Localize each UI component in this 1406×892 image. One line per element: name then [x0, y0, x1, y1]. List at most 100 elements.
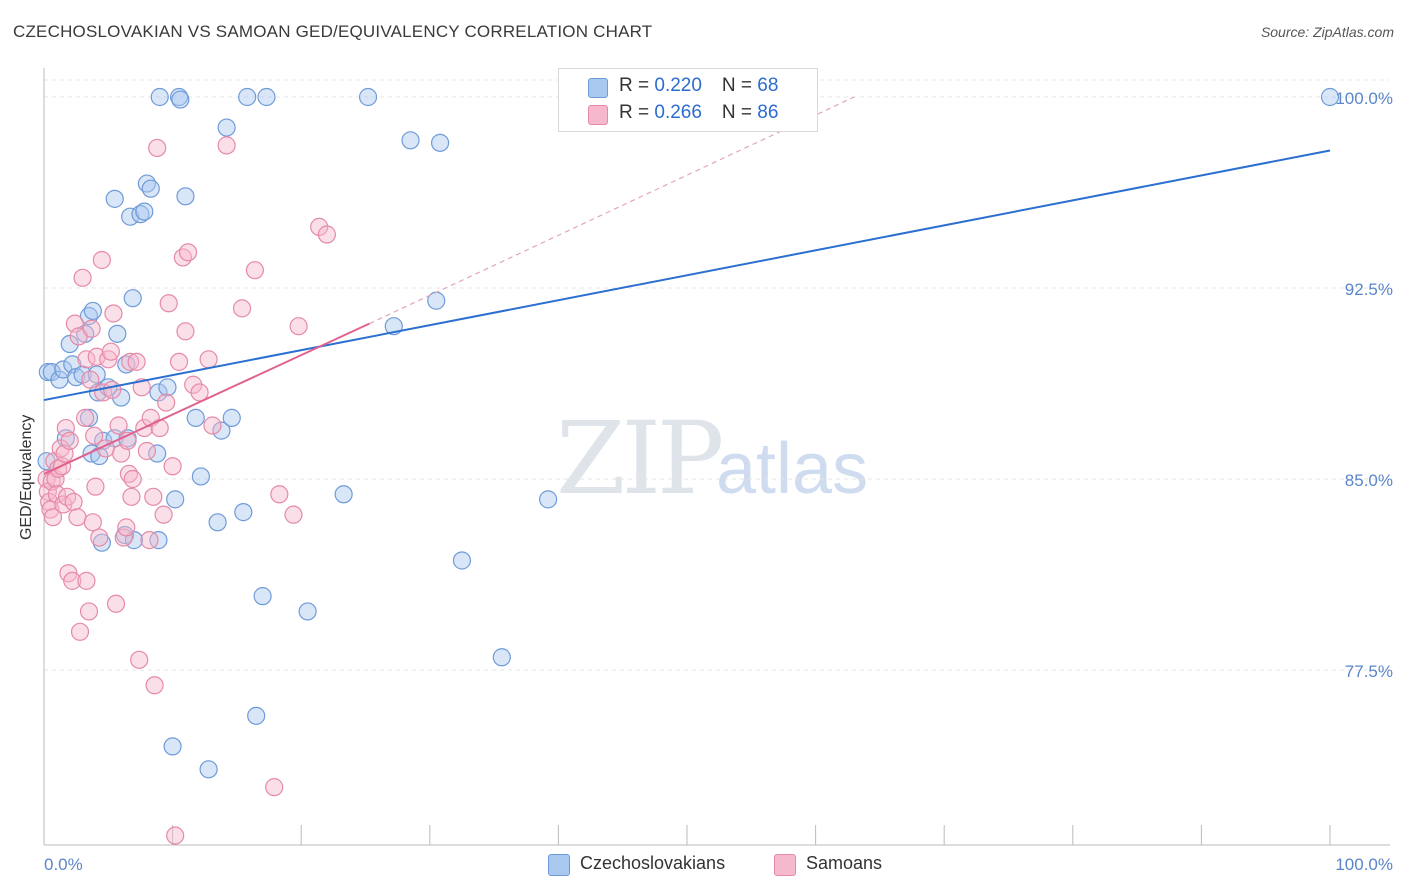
data-point — [40, 492, 59, 512]
data-point — [103, 380, 122, 399]
data-point — [117, 518, 136, 537]
data-point — [83, 301, 102, 321]
legend-row-samoans: R = 0.266 N = 86 — [559, 100, 817, 128]
data-point — [166, 826, 185, 845]
data-point — [77, 571, 96, 590]
data-point — [87, 347, 106, 366]
data-point — [452, 551, 472, 570]
data-point — [289, 317, 308, 336]
data-point — [86, 477, 105, 496]
data-point — [144, 487, 163, 506]
data-point — [265, 778, 284, 797]
y-tick-label: 92.5% — [1345, 280, 1393, 299]
trend-lines — [43, 96, 1331, 475]
x-tick-label: 0.0% — [44, 855, 83, 874]
n-value: 68 — [757, 75, 779, 96]
data-point — [186, 408, 205, 427]
data-point — [317, 225, 337, 244]
data-point — [60, 431, 79, 450]
data-point — [92, 533, 111, 552]
data-point — [245, 261, 265, 280]
r-value: 0.220 — [654, 75, 702, 96]
r-label: R = — [619, 102, 655, 123]
data-point — [76, 408, 95, 427]
data-point — [43, 508, 63, 527]
data-point — [539, 490, 558, 509]
data-point — [123, 469, 142, 489]
data-point — [247, 706, 266, 725]
legend-swatch-samoans — [588, 105, 608, 125]
data-point — [145, 676, 164, 695]
data-point — [63, 571, 82, 590]
data-point — [212, 421, 231, 440]
data-point — [199, 350, 218, 369]
data-point — [191, 467, 210, 486]
data-point — [135, 202, 154, 221]
n-label: N = — [721, 75, 758, 96]
data-point — [257, 87, 276, 107]
watermark-zip: ZIP — [556, 400, 724, 517]
y-tick-label: 77.5% — [1345, 662, 1393, 681]
data-point — [123, 289, 142, 308]
trend-line-czechoslovakians — [43, 149, 1331, 402]
r-value: 0.266 — [654, 102, 702, 123]
axes — [43, 68, 1390, 846]
data-point — [149, 383, 168, 402]
data-point — [108, 324, 127, 343]
data-point — [190, 383, 209, 402]
data-point — [157, 393, 176, 412]
data-point — [132, 378, 151, 397]
data-point — [148, 138, 167, 158]
data-point — [163, 737, 182, 756]
legend-row-czechoslovakians: R = 0.220 N = 68 — [559, 73, 817, 101]
data-point — [150, 87, 169, 107]
data-point — [104, 304, 123, 323]
bottom-legend-label: Czechoslovakians — [580, 853, 726, 873]
data-point — [217, 136, 236, 155]
data-point — [310, 217, 329, 236]
series-samoans-points — [37, 136, 337, 845]
data-point — [42, 362, 61, 382]
y-axis-label: GED/Equivalency — [18, 415, 35, 540]
n-label: N = — [721, 102, 758, 123]
data-point — [141, 179, 160, 198]
data-point — [159, 294, 178, 313]
watermark-atlas: atlas — [716, 429, 869, 509]
data-point — [234, 503, 253, 522]
data-point — [158, 378, 177, 397]
bottom-legend-swatch-czechoslovakians — [548, 854, 570, 876]
data-point — [83, 513, 102, 532]
data-point — [127, 352, 146, 371]
n-value: 86 — [757, 102, 779, 123]
data-point — [1320, 87, 1340, 107]
data-point — [184, 375, 203, 394]
data-point — [130, 650, 149, 669]
series-czechoslovakians-points — [37, 87, 1340, 779]
bottom-legend-label: Samoans — [806, 853, 883, 873]
r-label: R = — [619, 75, 655, 96]
legend-swatch-czechoslovakians — [588, 78, 608, 98]
data-point — [106, 594, 126, 613]
data-point — [284, 505, 303, 524]
data-point — [401, 131, 420, 150]
data-point — [137, 441, 156, 461]
data-point — [430, 133, 450, 152]
data-point — [90, 528, 109, 547]
data-point — [105, 189, 124, 208]
data-point — [217, 118, 236, 137]
y-tick-label: 85.0% — [1345, 471, 1393, 490]
data-point — [199, 760, 218, 779]
trend-line-samoans-extension — [369, 96, 855, 325]
grid-lines — [44, 79, 1390, 671]
data-point — [222, 408, 241, 427]
data-point — [101, 342, 120, 361]
data-point — [92, 250, 111, 270]
legend-stats: R = 0.266 N = 86 — [619, 102, 778, 124]
data-point — [171, 90, 190, 109]
legend: R = 0.220 N = 68 R = 0.266 N = 86 — [558, 68, 818, 132]
data-point — [70, 622, 90, 641]
data-point — [208, 513, 227, 532]
data-point — [79, 602, 99, 621]
data-point — [169, 352, 189, 371]
data-point — [82, 319, 101, 338]
